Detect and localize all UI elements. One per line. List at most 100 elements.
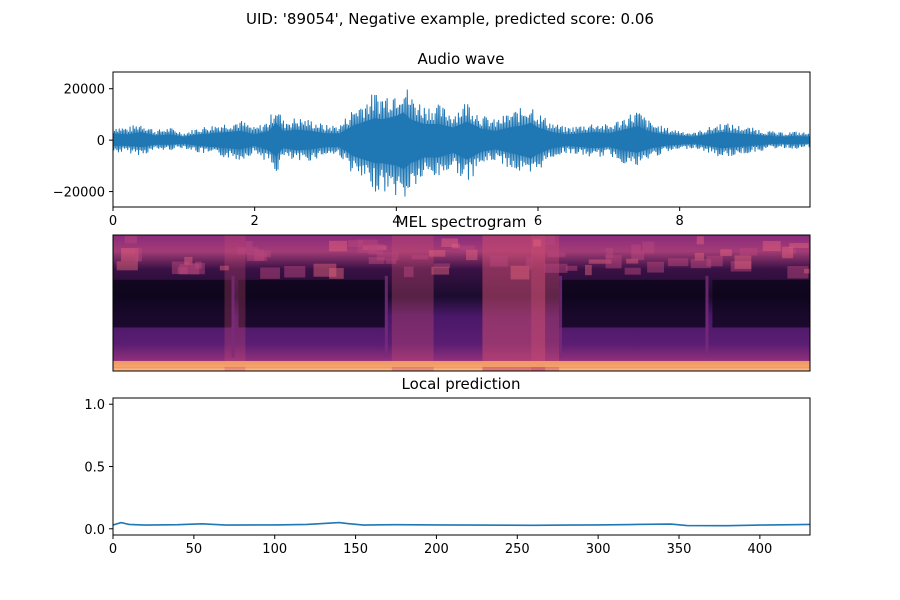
mel-texture-cell xyxy=(533,239,542,247)
mel-texture-cell xyxy=(739,248,758,256)
mel-spectrogram-panel: MEL spectrogram xyxy=(112,213,811,372)
mel-texture-cell xyxy=(184,256,193,265)
mel-texture-cell xyxy=(433,263,451,268)
mel-texture-cell xyxy=(376,252,399,261)
mel-texture-cell xyxy=(284,266,306,278)
local-prediction-x-tick-label: 200 xyxy=(424,542,449,557)
mel-texture-cell xyxy=(762,241,781,251)
mel-texture-cell xyxy=(588,259,612,264)
mel-texture-cell xyxy=(540,235,555,246)
mel-texture-cell xyxy=(690,258,712,269)
mel-texture-cell xyxy=(219,265,229,271)
mel-texture-cell xyxy=(254,249,265,261)
audio-wave-envelope-fill xyxy=(113,112,810,170)
mel-texture-cell xyxy=(329,240,347,252)
mel-texture-cell xyxy=(451,243,460,249)
mel-texture-cell xyxy=(694,252,705,261)
local-prediction-x-tick-label: 250 xyxy=(505,542,530,557)
mel-texture-cell xyxy=(403,266,414,278)
mel-texture-cell xyxy=(544,263,568,273)
mel-texture-cell xyxy=(441,238,458,247)
mel-texture-cell xyxy=(329,268,344,279)
mel-texture-cell xyxy=(626,258,639,264)
mel-texture-cell xyxy=(631,244,641,254)
mel-spectrogram-image xyxy=(113,235,810,371)
local-prediction-x-tick-label: 150 xyxy=(343,542,368,557)
mel-energy-band xyxy=(531,235,560,371)
local-prediction-x-tick-label: 300 xyxy=(586,542,611,557)
mel-dark-region xyxy=(238,279,385,328)
mel-texture-cell xyxy=(547,252,566,258)
mel-onset-line xyxy=(559,275,563,358)
mel-texture-cell xyxy=(313,263,337,277)
figure-suptitle: UID: '89054', Negative example, predicte… xyxy=(246,10,654,28)
mel-texture-cell xyxy=(720,249,732,256)
audio-wave-x-tick-label: 4 xyxy=(392,214,400,229)
local-prediction-series-line xyxy=(112,521,811,527)
mel-texture-cell xyxy=(526,256,533,270)
local-prediction-title: Local prediction xyxy=(402,375,521,393)
mel-texture-cell xyxy=(411,255,428,260)
local-prediction-y-tick-label: 0.5 xyxy=(84,461,105,476)
mel-texture-cell xyxy=(490,255,508,267)
mel-texture-cell xyxy=(642,241,655,254)
mel-onset-line xyxy=(231,275,235,358)
mel-texture-cell xyxy=(565,265,578,271)
mel-texture-cell xyxy=(696,236,704,245)
mel-texture-cell xyxy=(668,258,689,267)
audio-wave-x-tick-label: 6 xyxy=(534,214,542,229)
local-prediction-x-tick-label: 350 xyxy=(667,542,692,557)
mel-texture-cell xyxy=(368,257,385,264)
mel-texture-cell xyxy=(789,242,809,249)
mel-onset-line xyxy=(705,275,709,358)
mel-texture-cell xyxy=(631,251,645,261)
local-prediction-x-tick-label: 400 xyxy=(747,542,772,557)
local-prediction-x-tick-label: 100 xyxy=(262,542,287,557)
audio-wave-title: Audio wave xyxy=(418,50,505,68)
mel-texture-cell xyxy=(428,250,446,257)
mel-texture-cell xyxy=(787,266,809,279)
mel-texture-cell xyxy=(116,261,138,271)
mel-texture-cell xyxy=(348,240,364,247)
mel-texture-cell xyxy=(135,247,142,262)
mel-texture-cell xyxy=(368,243,384,255)
local-prediction-y-tick-label: 1.0 xyxy=(84,398,105,413)
mel-texture-cell xyxy=(179,264,200,275)
mel-spectrogram-frame xyxy=(112,234,811,372)
local-prediction-y-tick-label: 0.0 xyxy=(84,523,105,538)
mel-texture-cell xyxy=(459,245,476,251)
audio-wave-y-tick-label: −20000 xyxy=(53,186,105,201)
audio-wave-x-tick-label: 0 xyxy=(109,214,117,229)
mel-texture-cell xyxy=(782,246,794,259)
mel-texture-cell xyxy=(706,255,723,267)
local-prediction-x-tick-label: 50 xyxy=(186,542,203,557)
mel-texture-cell xyxy=(237,247,258,255)
mel-texture-cell xyxy=(647,261,664,273)
audio-wave-y-tick-label: 20000 xyxy=(64,83,105,98)
mel-texture-cell xyxy=(431,266,450,275)
mel-texture-cell xyxy=(121,248,139,262)
mel-texture-cell xyxy=(177,266,188,274)
mel-texture-cell xyxy=(803,268,810,274)
mel-texture-cell xyxy=(189,263,205,275)
mel-dark-region xyxy=(559,279,706,328)
mel-texture-cell xyxy=(385,259,397,264)
mel-spectrogram-title: MEL spectrogram xyxy=(396,213,527,231)
local-prediction-x-tick-label: 0 xyxy=(109,542,117,557)
audio-wave-x-tick-label: 2 xyxy=(251,214,259,229)
mel-texture-cell xyxy=(605,247,614,259)
local-prediction-panel: Local prediction 0 50 100 150 200 250 300 350 40… xyxy=(84,375,811,557)
audio-wave-panel: Audio wave 0 2 4 6 8 −20000 0 20000 xyxy=(53,50,811,229)
mel-energy-band xyxy=(224,235,246,371)
mel-texture-cell xyxy=(585,264,592,276)
mel-texture-cell xyxy=(245,241,253,248)
mel-texture-cell xyxy=(605,255,622,269)
mel-texture-cell xyxy=(466,249,478,261)
mel-texture-cell xyxy=(510,265,530,280)
mel-dark-region xyxy=(712,279,810,328)
audio-wave-series-line xyxy=(112,89,811,197)
audio-wave-frame xyxy=(112,71,811,208)
mel-texture-cell xyxy=(624,267,641,275)
mel-texture-cell xyxy=(260,267,280,279)
